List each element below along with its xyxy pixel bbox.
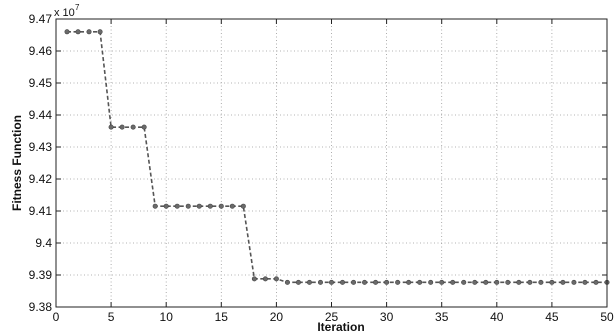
data-point (108, 124, 114, 130)
data-point (483, 279, 489, 285)
data-point (472, 279, 478, 285)
data-point (152, 203, 158, 209)
data-point (317, 279, 323, 285)
x-tick-label: 0 (53, 310, 60, 324)
x-tick-label: 5 (108, 310, 115, 324)
data-point (174, 203, 180, 209)
data-point (538, 279, 544, 285)
x-tick-label: 50 (600, 310, 614, 324)
data-point (185, 203, 191, 209)
data-point (461, 279, 467, 285)
y-tick-label: 9.47 (29, 12, 53, 26)
data-point (362, 279, 368, 285)
series-line (67, 30, 607, 284)
data-point (75, 29, 81, 35)
x-tick-label: 20 (270, 310, 284, 324)
data-point (97, 29, 103, 35)
data-point (516, 279, 522, 285)
data-point (218, 203, 224, 209)
data-point (439, 279, 445, 285)
data-point (549, 279, 555, 285)
data-point (571, 279, 577, 285)
data-point (351, 279, 357, 285)
y-exponent-power: 7 (75, 3, 80, 12)
y-tick-label: 9.4 (35, 236, 52, 250)
y-tick-label: 9.41 (29, 204, 53, 218)
data-point (406, 279, 412, 285)
data-point (262, 276, 268, 282)
y-tick-label: 9.38 (29, 300, 53, 314)
y-axis-label: Fitness Function (10, 115, 24, 211)
data-point (141, 124, 147, 130)
x-tick-label: 35 (435, 310, 449, 324)
data-point (196, 203, 202, 209)
data-point (328, 279, 334, 285)
data-point (284, 279, 290, 285)
y-tick-label: 9.44 (29, 108, 53, 122)
x-tick-label: 15 (215, 310, 229, 324)
x-tick-label: 40 (490, 310, 504, 324)
x-tick-label: 25 (325, 310, 339, 324)
series-layer (64, 29, 610, 285)
y-tick-label: 9.43 (29, 140, 53, 154)
data-point (428, 279, 434, 285)
data-point (86, 29, 92, 35)
data-point (494, 279, 500, 285)
data-point (505, 279, 511, 285)
data-point (373, 279, 379, 285)
x-tick-label: 10 (160, 310, 174, 324)
y-exponent-base: x 10 (54, 7, 75, 19)
data-point (240, 203, 246, 209)
data-point (295, 279, 301, 285)
data-point (130, 124, 136, 130)
data-point (207, 203, 213, 209)
data-point (450, 279, 456, 285)
y-tick-label: 9.46 (29, 44, 53, 58)
x-tick-label: 30 (380, 310, 394, 324)
data-point (64, 29, 70, 35)
data-point (384, 279, 390, 285)
data-point (593, 279, 599, 285)
data-point (417, 279, 423, 285)
grid-layer (56, 19, 607, 307)
y-tick-label: 9.39 (29, 268, 53, 282)
y-tick-label: 9.45 (29, 76, 53, 90)
data-point (229, 203, 235, 209)
data-point (560, 279, 566, 285)
data-point (527, 279, 533, 285)
data-point (163, 203, 169, 209)
axis-layer: 0 5 10 15 20 25 30 35 40 45 50 9.38 9.39 9.4 9.41 9.42 9… (29, 12, 614, 324)
data-point (582, 279, 588, 285)
x-axis-label: Iteration (317, 320, 364, 334)
x-tick-label: 45 (545, 310, 559, 324)
y-tick-label: 9.42 (29, 172, 53, 186)
data-point (273, 276, 279, 282)
data-point (119, 124, 125, 130)
data-point (340, 279, 346, 285)
data-point (306, 279, 312, 285)
data-point (395, 279, 401, 285)
data-point (251, 276, 257, 282)
